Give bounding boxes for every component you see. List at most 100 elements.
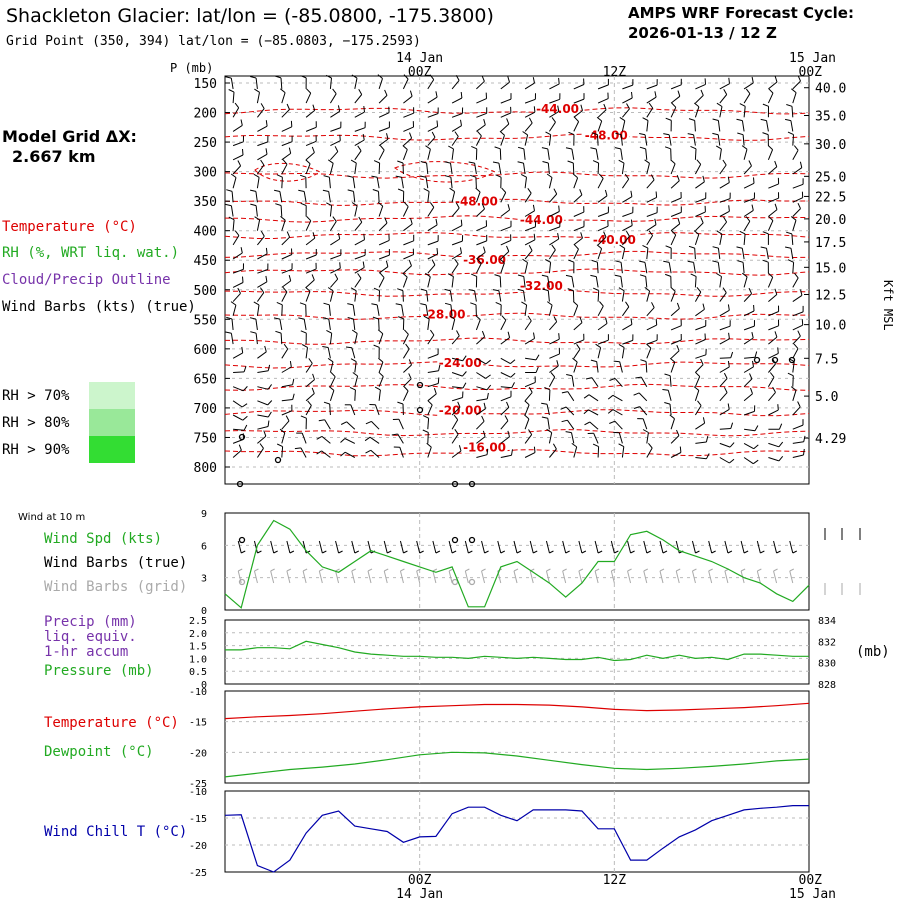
y-tick-label: 0.5 xyxy=(189,667,207,678)
wind-barb-flag xyxy=(397,401,404,405)
wind-barb xyxy=(549,226,560,232)
grid-wind-barb-flag xyxy=(578,568,584,572)
wind-barb xyxy=(567,391,575,402)
wind-barb-flag xyxy=(391,433,398,436)
wind-barb xyxy=(378,361,384,373)
isotherm-line xyxy=(224,289,810,297)
wind-barb xyxy=(548,376,556,387)
wind-barb-flag xyxy=(630,190,633,197)
wind-barb xyxy=(451,372,463,377)
wind-barb xyxy=(792,348,799,359)
true-wind-barb-flag xyxy=(727,550,733,554)
wind-barb-flag xyxy=(225,76,232,79)
wind-barb-flag xyxy=(799,161,803,168)
wind-barb xyxy=(573,446,578,458)
wind-barb-flag xyxy=(729,458,735,464)
wind-barb xyxy=(403,137,412,146)
true-wind-barb-flag xyxy=(597,550,603,554)
wind-barb-flag xyxy=(596,244,602,249)
wind-barb xyxy=(573,348,581,359)
wind-barb-flag xyxy=(669,357,676,363)
wind-barb-flag xyxy=(350,159,357,164)
wind-barb-flag xyxy=(378,371,384,377)
wind-barb xyxy=(743,276,748,288)
wind-barb-flag xyxy=(403,74,409,80)
wind-barb xyxy=(524,434,533,444)
wind-barb xyxy=(743,221,751,231)
wind-barb xyxy=(597,339,609,345)
wind-barb xyxy=(354,205,358,217)
wind-barb xyxy=(549,83,560,90)
wind-barb-flag xyxy=(542,288,549,292)
wind-barb xyxy=(257,400,268,406)
wind-barb-flag xyxy=(793,145,799,151)
wind-barb-flag xyxy=(312,104,316,111)
wind-barb xyxy=(642,418,648,430)
wind-barb xyxy=(670,308,680,317)
wind-barb-flag xyxy=(607,409,614,414)
wind-barb xyxy=(768,81,778,90)
wind-barb-flag xyxy=(237,160,242,167)
wind-barb xyxy=(500,81,510,90)
wind-barb-flag xyxy=(648,442,653,449)
wind-barb-flag xyxy=(444,302,452,306)
wind-barb-flag xyxy=(282,159,288,165)
isotherm-line xyxy=(224,232,810,239)
wind-barb xyxy=(596,361,599,373)
wind-barb xyxy=(593,433,599,444)
wind-barb-flag xyxy=(599,301,604,307)
wind-barb xyxy=(693,134,696,146)
wind-barb-flag xyxy=(318,419,325,422)
legend-rh: RH (%, WRT liq. wat.) xyxy=(2,245,179,261)
wind-barb xyxy=(402,206,409,217)
wind-barb-flag xyxy=(528,117,533,124)
wind-barb xyxy=(589,421,599,430)
model-grid-value: 2.667 km xyxy=(12,147,96,166)
wind-barb-flag xyxy=(663,260,670,263)
grid-wind-barb-flag xyxy=(465,568,470,572)
wind-barb-flag xyxy=(481,330,486,337)
wind-barb xyxy=(281,446,284,458)
true-wind-barb-flag xyxy=(662,550,668,554)
wind-barb-flag xyxy=(642,244,649,249)
wind-barb xyxy=(573,98,585,104)
wind-barb-flag xyxy=(486,384,492,391)
wind-barb-flag xyxy=(228,89,235,93)
wind-barb-flag xyxy=(275,330,282,334)
wind-barb-flag xyxy=(787,259,794,263)
wind-barb-flag xyxy=(468,161,475,164)
wind-barb-flag xyxy=(475,315,481,320)
wind-barb xyxy=(622,225,633,232)
wind-barb-flag xyxy=(362,134,365,141)
wind-barb-flag xyxy=(520,173,527,178)
wind-barb-flag xyxy=(791,88,797,93)
wind-barb xyxy=(546,404,550,416)
wind-barb xyxy=(354,163,357,175)
wind-barb xyxy=(354,278,362,288)
wind-barb-flag xyxy=(728,205,730,212)
wind-barb xyxy=(402,348,410,359)
wind-barb xyxy=(281,236,290,246)
wind-barb xyxy=(354,375,359,387)
wind-barb xyxy=(354,111,365,118)
wind-barb xyxy=(573,84,585,90)
wind-barb xyxy=(281,268,293,274)
wind-barb-flag xyxy=(769,372,775,378)
grid-wind-barb xyxy=(562,570,567,584)
wind-barb-flag xyxy=(328,386,335,391)
wind-barb-flag xyxy=(423,188,430,192)
wind-barb-flag xyxy=(541,274,548,277)
wind-barb-flag xyxy=(364,436,371,442)
wind-barb-flag xyxy=(402,145,408,150)
isotherm-label-bg xyxy=(534,101,581,115)
wind-barb-flag xyxy=(571,442,577,448)
wind-barb xyxy=(547,418,550,430)
wind-barb xyxy=(329,163,334,175)
wind-barb xyxy=(403,126,414,132)
wind-barb-flag xyxy=(665,245,672,249)
wind-barb xyxy=(694,376,701,387)
grid-wind-barb xyxy=(367,570,372,584)
wind-barb xyxy=(255,333,258,345)
wind-barb xyxy=(549,321,558,331)
wind-barb xyxy=(621,120,626,132)
